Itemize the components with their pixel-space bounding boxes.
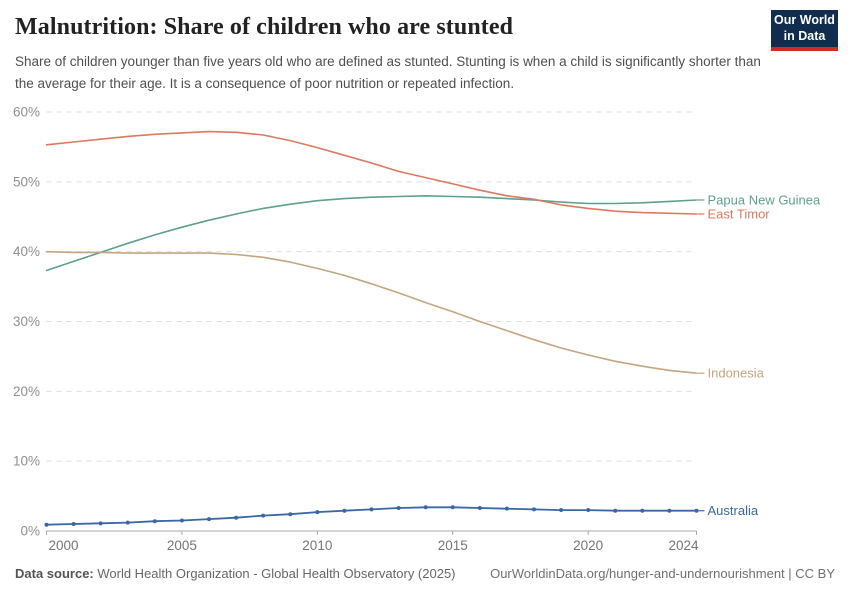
data-source-text: World Health Organization - Global Healt… [93, 566, 456, 581]
y-tick-label: 50% [13, 174, 40, 189]
series-point [694, 508, 699, 513]
series-line-papua-new-guinea[interactable] [45, 195, 698, 272]
series-end-label-indonesia[interactable]: Indonesia [708, 366, 765, 381]
series-line-indonesia[interactable] [45, 250, 698, 374]
owid-url-license[interactable]: OurWorldinData.org/hunger-and-undernouri… [490, 566, 835, 581]
series-point [234, 515, 239, 520]
owid-logo-line2: in Data [783, 28, 826, 43]
x-tick-label: 2000 [49, 538, 79, 553]
series-point [261, 513, 266, 518]
series-point [315, 510, 320, 515]
x-tick-label: 2020 [573, 538, 603, 553]
series-point [98, 521, 103, 526]
series-point [586, 508, 591, 513]
series-point [504, 506, 509, 511]
series-point [179, 518, 184, 523]
x-tick-label: 2005 [167, 538, 197, 553]
data-source: Data source: World Health Organization -… [15, 566, 456, 581]
series-end-label-papua-new-guinea[interactable]: Papua New Guinea [708, 192, 822, 207]
y-tick-label: 60% [13, 105, 40, 120]
series-point [396, 505, 401, 510]
series-point [559, 508, 564, 513]
series-point [342, 508, 347, 513]
series-point [613, 508, 618, 513]
series-end-label-australia[interactable]: Australia [708, 503, 759, 518]
y-tick-label: 40% [13, 244, 40, 259]
y-tick-label: 20% [13, 384, 40, 399]
data-source-label: Data source: [15, 566, 94, 581]
series-point [477, 505, 482, 510]
series-point [44, 522, 49, 527]
series-line-east-timor[interactable] [45, 130, 698, 215]
series-point [667, 508, 672, 513]
page-title: Malnutrition: Share of children who are … [15, 14, 514, 40]
series-end-label-east-timor[interactable]: East Timor [708, 206, 771, 221]
owid-logo[interactable]: Our World in Data [771, 10, 838, 51]
x-tick-label: 2015 [438, 538, 468, 553]
owid-logo-line1: Our World [774, 12, 835, 27]
chart-footer: Data source: World Health Organization -… [15, 566, 835, 581]
y-tick-label: 0% [20, 524, 40, 539]
chart-subtitle: Share of children younger than five year… [15, 54, 761, 91]
series-point [288, 512, 293, 517]
series-point [369, 507, 374, 512]
x-tick-label: 2024 [668, 538, 699, 553]
series-point [640, 508, 645, 513]
series-point [71, 522, 76, 527]
series-point [207, 517, 211, 522]
series-point [423, 505, 428, 510]
x-tick-label: 2010 [302, 538, 332, 553]
y-tick-label: 10% [13, 454, 40, 469]
series-point [532, 507, 536, 512]
series-point [450, 505, 455, 510]
series-point [152, 519, 157, 524]
series-point [125, 520, 130, 525]
y-tick-label: 30% [13, 314, 40, 329]
